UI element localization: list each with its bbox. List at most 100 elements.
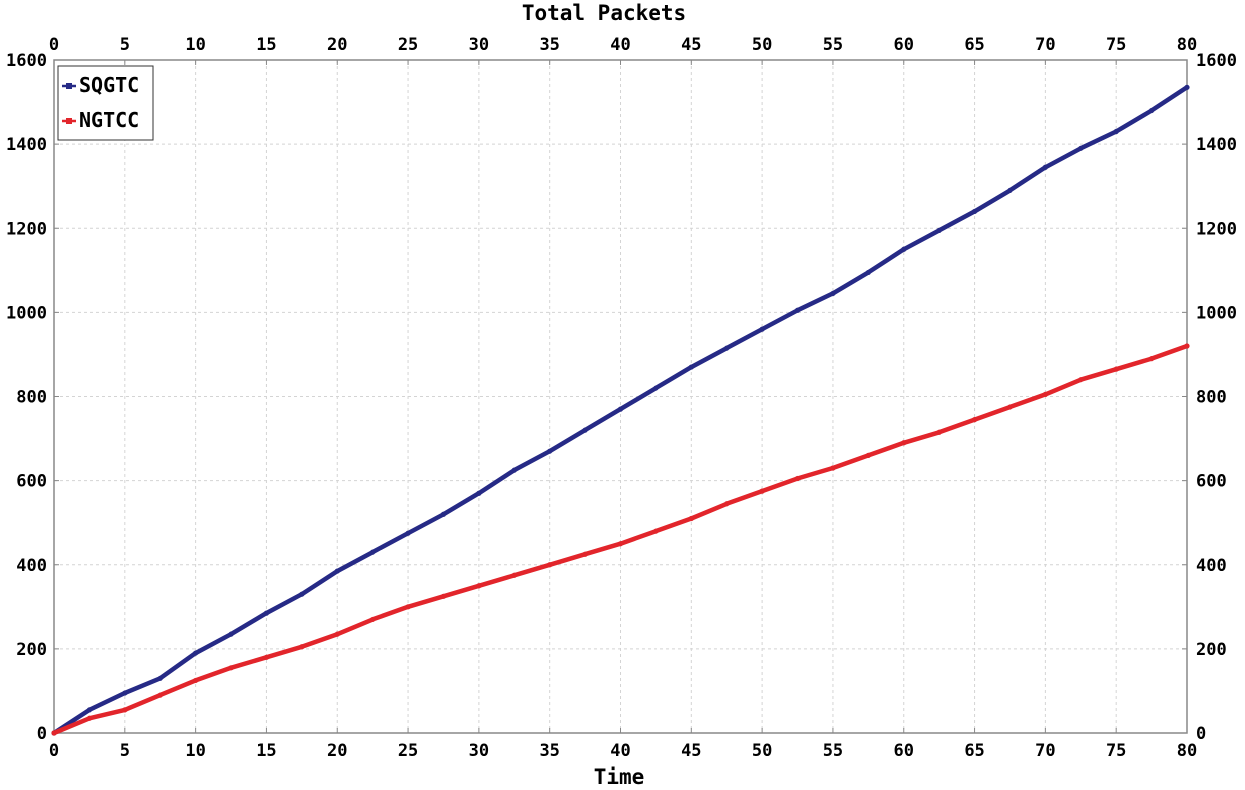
legend-box bbox=[57, 65, 154, 141]
data-point-sqgtc bbox=[122, 690, 128, 696]
data-point-sqgtc bbox=[971, 208, 978, 215]
data-point-sqgtc bbox=[865, 269, 871, 276]
data-point-sqgtc bbox=[547, 448, 553, 454]
data-point-ngtcc bbox=[86, 715, 93, 721]
data-point-ngtcc bbox=[370, 616, 376, 623]
y-tick-label: 400 bbox=[16, 556, 47, 576]
x-tick-label-top: 75 bbox=[1106, 35, 1126, 55]
data-point-ngtcc bbox=[724, 501, 730, 507]
data-point-ngtcc bbox=[228, 665, 234, 671]
x-tick-label-top: 45 bbox=[681, 35, 701, 55]
data-point-ngtcc bbox=[617, 541, 624, 547]
data-point-sqgtc bbox=[334, 568, 340, 574]
x-tick-label-top: 10 bbox=[185, 35, 205, 55]
data-point-ngtcc bbox=[476, 583, 482, 589]
x-tick-label: 70 bbox=[1035, 741, 1055, 761]
y-tick-label-right: 400 bbox=[1196, 556, 1227, 576]
y-tick-label: 600 bbox=[16, 472, 47, 492]
y-tick-label: 1200 bbox=[6, 219, 47, 239]
x-tick-label: 55 bbox=[823, 741, 843, 761]
x-tick-label: 45 bbox=[681, 741, 701, 761]
x-tick-label-top: 5 bbox=[120, 35, 130, 55]
y-tick-label-right: 200 bbox=[1196, 640, 1227, 660]
data-point-ngtcc bbox=[122, 707, 128, 713]
data-point-ngtcc bbox=[547, 562, 553, 568]
data-point-ngtcc bbox=[334, 631, 340, 637]
chart-title: Total Packets bbox=[522, 1, 686, 25]
data-point-ngtcc bbox=[865, 452, 871, 458]
data-point-sqgtc bbox=[511, 467, 517, 473]
data-point-ngtcc bbox=[51, 730, 57, 736]
data-point-sqgtc bbox=[440, 511, 447, 517]
x-tick-label: 20 bbox=[327, 741, 347, 761]
data-point-sqgtc bbox=[263, 610, 270, 616]
data-point-ngtcc bbox=[653, 528, 659, 534]
data-point-ngtcc bbox=[511, 572, 517, 578]
x-tick-label-top: 0 bbox=[49, 35, 59, 55]
axis-ticks: 0055101015152020252530303535404045455050… bbox=[6, 35, 1237, 761]
data-point-sqgtc bbox=[901, 246, 907, 252]
data-point-sqgtc bbox=[157, 675, 163, 681]
data-point-sqgtc bbox=[299, 591, 305, 597]
data-point-sqgtc bbox=[936, 227, 942, 233]
x-tick-label-top: 60 bbox=[894, 35, 914, 55]
y-tick-label-right: 600 bbox=[1196, 472, 1227, 492]
legend: SQGTC NGTCC bbox=[57, 65, 154, 141]
x-tick-label-top: 15 bbox=[256, 35, 276, 55]
data-point-sqgtc bbox=[228, 631, 234, 637]
data-point-ngtcc bbox=[794, 475, 801, 482]
data-point-ngtcc bbox=[1042, 391, 1048, 397]
x-tick-label-top: 50 bbox=[752, 35, 772, 55]
data-point-ngtcc bbox=[830, 465, 836, 471]
x-tick-label-top: 65 bbox=[964, 35, 984, 55]
data-point-ngtcc bbox=[405, 604, 411, 610]
data-point-ngtcc bbox=[582, 551, 588, 557]
data-point-sqgtc bbox=[582, 427, 588, 433]
data-point-sqgtc bbox=[370, 549, 376, 555]
data-point-sqgtc bbox=[1113, 128, 1119, 135]
data-point-ngtcc bbox=[1113, 366, 1119, 372]
x-tick-label: 0 bbox=[49, 741, 59, 761]
data-point-sqgtc bbox=[405, 530, 411, 536]
data-point-ngtcc bbox=[263, 654, 270, 660]
data-point-sqgtc bbox=[830, 290, 836, 297]
data-point-ngtcc bbox=[971, 417, 978, 423]
data-point-sqgtc bbox=[476, 490, 482, 496]
data-point-ngtcc bbox=[1007, 404, 1013, 410]
data-point-ngtcc bbox=[901, 440, 907, 446]
data-point-ngtcc bbox=[299, 644, 305, 650]
data-point-sqgtc bbox=[653, 385, 659, 391]
x-tick-label-top: 30 bbox=[469, 35, 489, 55]
data-point-ngtcc bbox=[1078, 377, 1084, 383]
y-tick-label: 800 bbox=[16, 388, 47, 408]
y-tick-label-right: 800 bbox=[1196, 388, 1227, 408]
x-tick-label: 10 bbox=[185, 741, 205, 761]
data-point-sqgtc bbox=[688, 364, 694, 370]
x-tick-label: 5 bbox=[120, 741, 130, 761]
y-tick-label-right: 1400 bbox=[1196, 135, 1237, 155]
x-tick-label-top: 40 bbox=[610, 35, 630, 55]
data-point-sqgtc bbox=[794, 307, 801, 313]
x-tick-label: 65 bbox=[964, 741, 984, 761]
x-axis-title: Time bbox=[594, 765, 645, 789]
x-tick-label: 15 bbox=[256, 741, 276, 761]
series-lines bbox=[51, 84, 1190, 736]
data-point-ngtcc bbox=[1148, 356, 1155, 362]
x-tick-label-top: 70 bbox=[1035, 35, 1055, 55]
data-point-ngtcc bbox=[936, 429, 942, 435]
legend-marker-sqgtc bbox=[66, 83, 72, 89]
legend-marker-ngtcc bbox=[66, 118, 72, 124]
x-tick-label: 60 bbox=[894, 741, 914, 761]
data-point-sqgtc bbox=[617, 406, 624, 412]
data-point-sqgtc bbox=[193, 650, 199, 656]
y-tick-label: 1000 bbox=[6, 303, 47, 323]
x-tick-label: 25 bbox=[398, 741, 418, 761]
y-tick-label: 1400 bbox=[6, 135, 47, 155]
y-tick-label-right: 1600 bbox=[1196, 51, 1237, 71]
data-point-ngtcc bbox=[688, 515, 694, 522]
data-point-ngtcc bbox=[1184, 343, 1190, 349]
legend-label-sqgtc: SQGTC bbox=[79, 73, 139, 97]
y-tick-label-right: 0 bbox=[1196, 724, 1206, 744]
x-tick-label: 50 bbox=[752, 741, 772, 761]
